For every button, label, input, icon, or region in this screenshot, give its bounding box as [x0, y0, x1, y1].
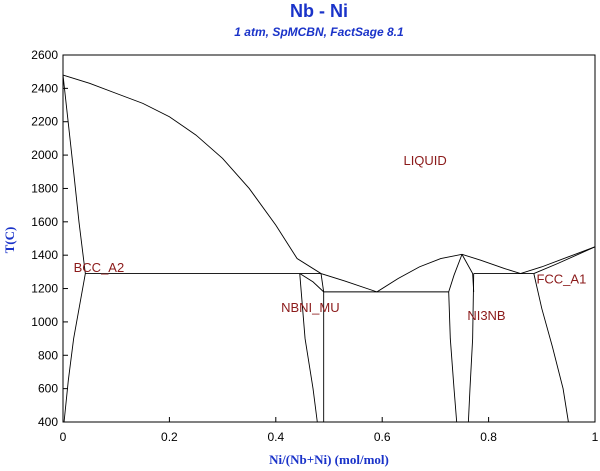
y-tick-label: 1000	[31, 315, 58, 329]
chart-title: Nb - Ni	[290, 1, 348, 21]
x-tick-label: 0.6	[374, 430, 391, 444]
y-tick-label: 1200	[31, 282, 58, 296]
phase-boundary-14	[461, 254, 475, 292]
phase-boundary-13	[448, 254, 463, 293]
phase-label-fcc-a1: FCC_A1	[536, 272, 586, 287]
phase-boundary-15	[467, 273, 475, 423]
phase-boundary-17	[533, 273, 569, 423]
y-tick-label: 2000	[31, 148, 58, 162]
phase-label-ni3nb: NI3NB	[467, 308, 505, 323]
x-tick-label: 1	[592, 430, 599, 444]
phase-boundary-3	[62, 74, 86, 274]
phase-boundary-12	[448, 291, 458, 423]
x-tick-label: 0.4	[267, 430, 284, 444]
x-axis-label: Ni/(Nb+Ni) (mol/mol)	[269, 452, 389, 467]
phase-boundary-18	[533, 246, 596, 274]
y-axis-label: T(C)	[2, 227, 17, 254]
phase-boundary-2	[376, 246, 596, 293]
y-tick-label: 1800	[31, 181, 58, 195]
x-axis-ticks: 0 0.2 0.4 0.6 0.8 1	[60, 417, 599, 444]
chart-subtitle: 1 atm, SpMCBN, FactSage 8.1	[234, 25, 404, 39]
phase-label-liquid: LIQUID	[403, 153, 446, 168]
phase-labels: LIQUID BCC_A2 NBNI_MU NI3NB FCC_A1	[74, 153, 587, 323]
y-tick-label: 800	[38, 348, 58, 362]
y-tick-label: 2600	[31, 48, 58, 62]
phase-boundary-5	[63, 273, 86, 423]
x-tick-label: 0.2	[161, 430, 178, 444]
phase-boundary-7	[299, 273, 318, 423]
y-tick-label: 1400	[31, 248, 58, 262]
phase-boundary-10	[320, 273, 325, 292]
phase-label-nbni-mu: NBNI_MU	[281, 300, 340, 315]
y-tick-label: 2200	[31, 115, 58, 129]
y-tick-label: 2400	[31, 81, 58, 95]
y-tick-label: 600	[38, 382, 58, 396]
y-tick-label: 1600	[31, 215, 58, 229]
y-tick-label: 400	[38, 415, 58, 429]
x-tick-label: 0	[60, 430, 67, 444]
x-tick-label: 0.8	[480, 430, 497, 444]
plot-frame	[62, 54, 596, 423]
phase-boundary-8	[299, 273, 324, 293]
phase-label-bcc-a2: BCC_A2	[74, 260, 125, 275]
y-axis-ticks: 400 600 800 1000 1200 1400 1600 1800 2000 2200 240…	[31, 48, 68, 429]
phase-boundary-curves	[62, 74, 596, 423]
